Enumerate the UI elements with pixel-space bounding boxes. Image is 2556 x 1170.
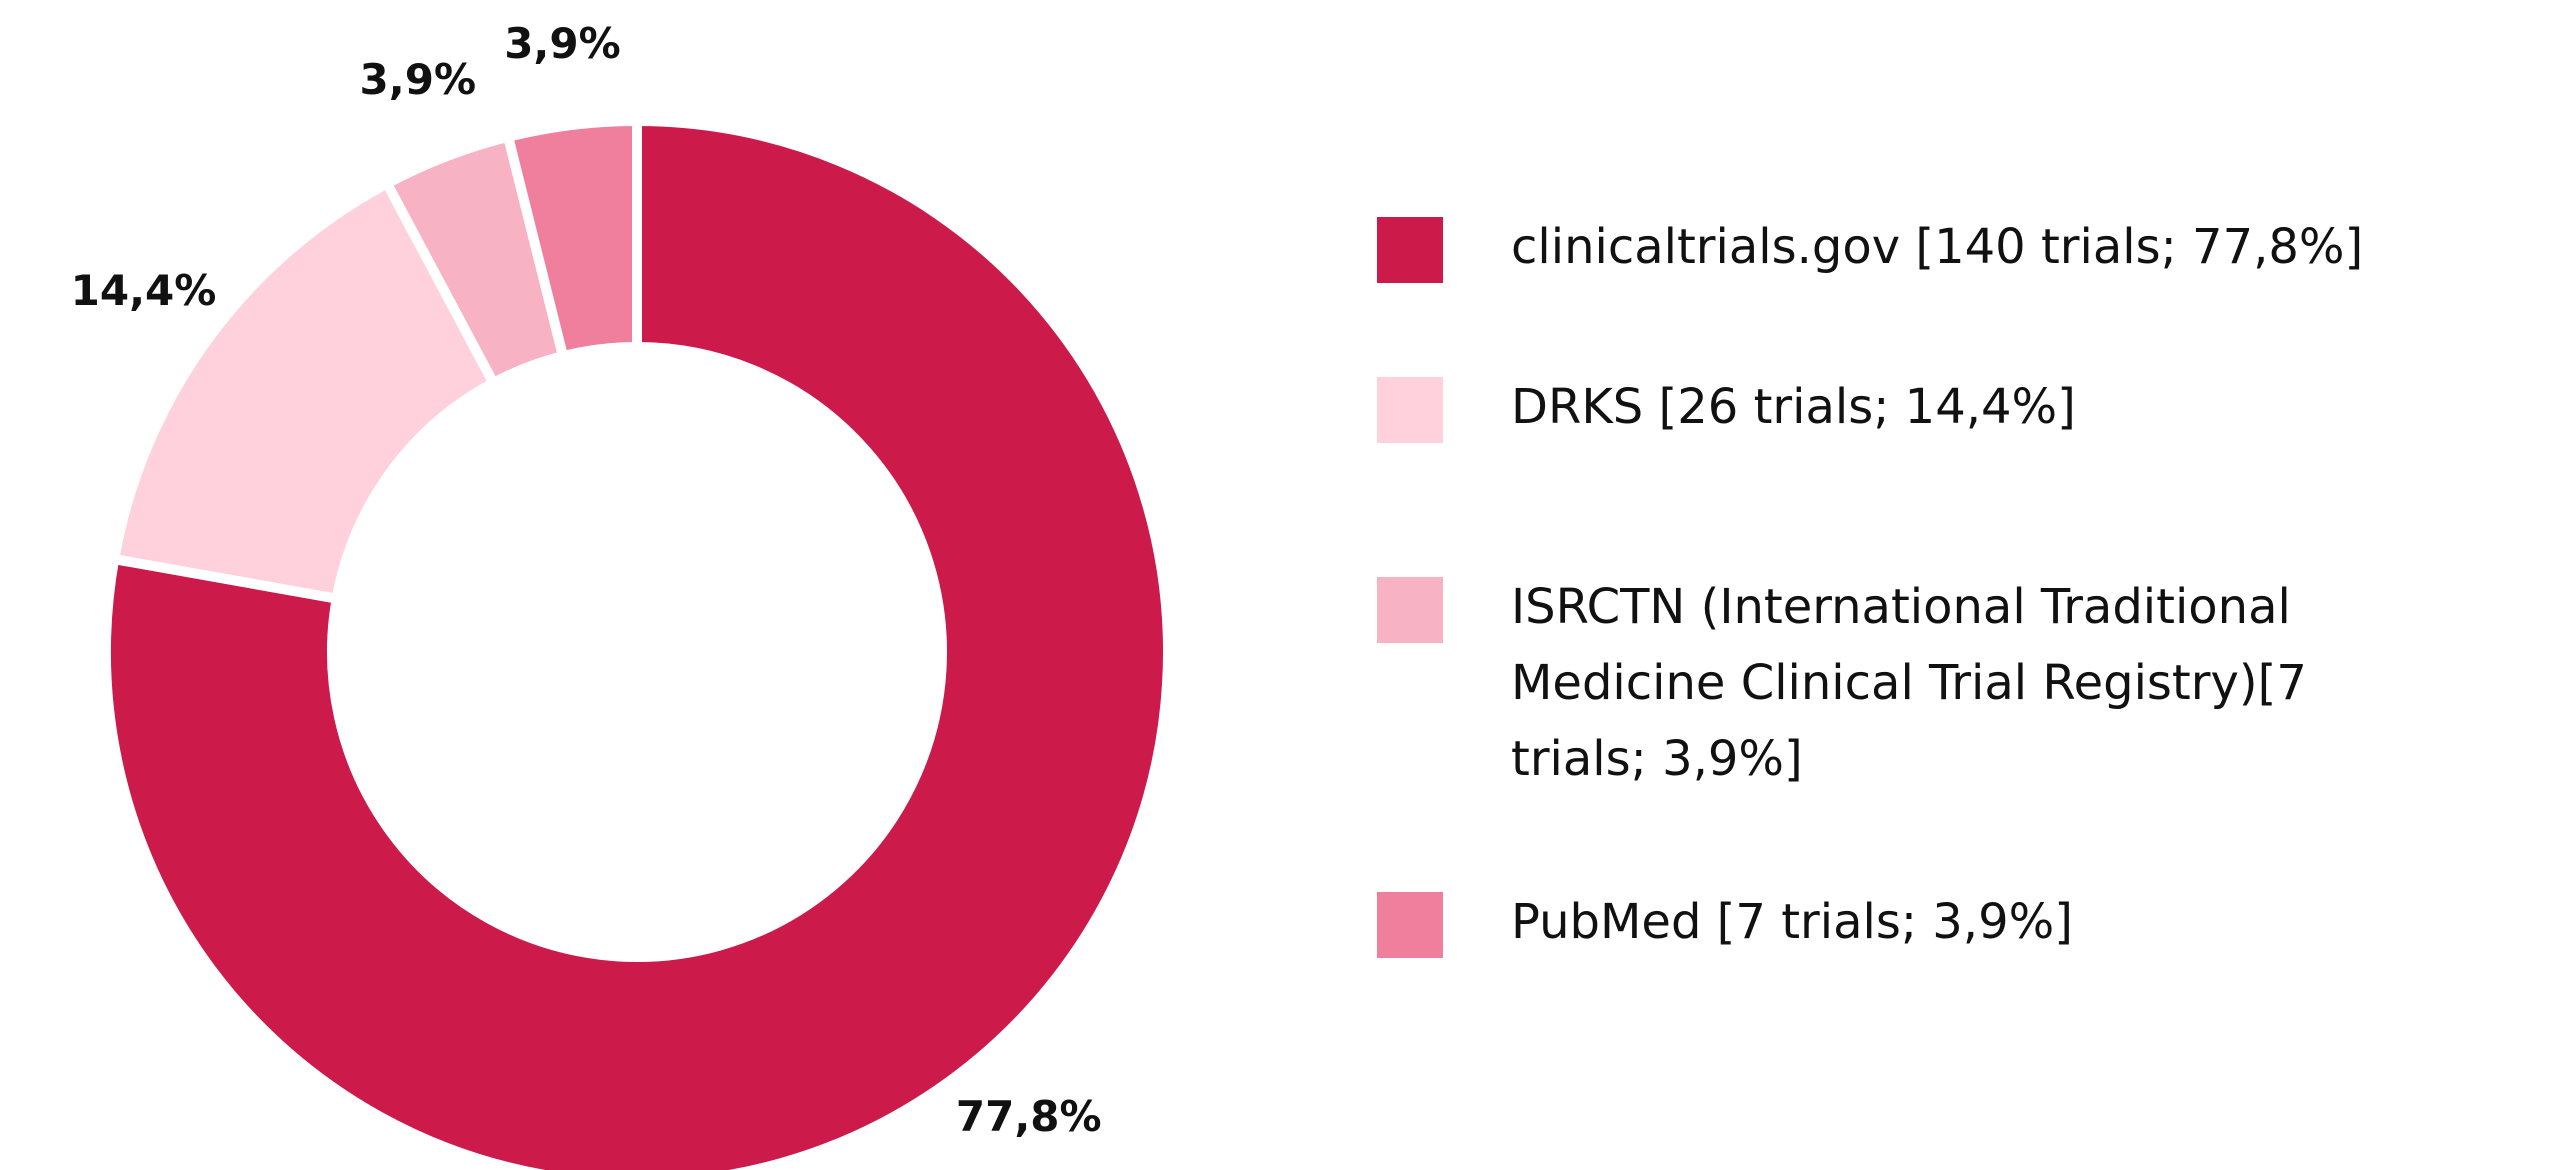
legend-item: DRKS [26 trials; 14,4%] xyxy=(1377,375,2076,445)
legend-item: clinicaltrials.gov [140 trials; 77,8%] xyxy=(1377,215,2363,285)
data-label: 77,8% xyxy=(956,1092,1102,1141)
legend-swatch xyxy=(1377,217,1443,283)
legend-label: clinicaltrials.gov [140 trials; 77,8%] xyxy=(1511,219,2364,275)
legend-swatch xyxy=(1377,892,1443,958)
data-label: 3,9% xyxy=(504,19,620,68)
legend-item: PubMed [7 trials; 3,9%] xyxy=(1377,890,2073,960)
legend-label: ISRCTN (International Traditional Medici… xyxy=(1511,579,2307,787)
legend-swatch xyxy=(1377,577,1443,643)
data-label: 14,4% xyxy=(71,266,217,315)
donut-slice xyxy=(108,176,501,605)
legend-label: PubMed [7 trials; 3,9%] xyxy=(1511,894,2073,950)
data-label: 3,9% xyxy=(360,55,476,104)
donut-slice xyxy=(502,115,642,363)
legend-swatch xyxy=(1377,377,1443,443)
legend-item: ISRCTN (International Traditional Medici… xyxy=(1377,575,2391,797)
donut-slice xyxy=(101,115,1173,1170)
legend-label: DRKS [26 trials; 14,4%] xyxy=(1511,379,2076,435)
